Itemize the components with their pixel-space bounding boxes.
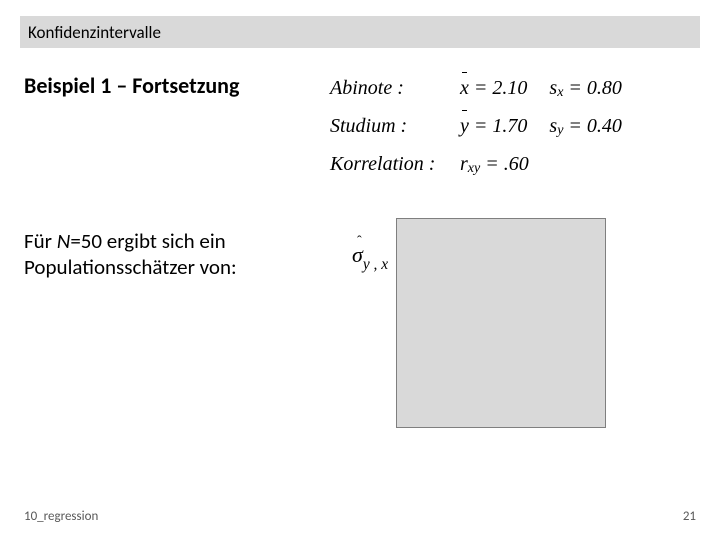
math-val-3: .60 [504,148,529,180]
eq-sign: = [563,72,587,104]
sigma-sub: y , x [363,256,388,273]
title-bar: Konfidenzintervalle [20,16,700,48]
math-row-2: Studium : y = 1.70 sy = 0.40 [330,110,680,142]
math-label-3: Korrelation : [330,148,460,180]
math-row-3: Korrelation : rxy = .60 [330,148,680,180]
math-val-1b: 0.80 [587,72,622,104]
body-N: N [57,228,71,254]
math-eq-3: rxy = .60 [460,148,529,180]
eq-sign: = [469,72,493,104]
s-sub-x: x [557,82,563,104]
s-sub-y: y [557,120,563,142]
math-eq-1b: sx = 0.80 [549,72,622,104]
title-bar-text: Konfidenzintervalle [28,22,161,43]
eq-sign: = [480,148,504,180]
body-line-2: Populationsschätzer von: [24,254,237,280]
hat-mark: ˆ [357,234,362,250]
slide-subtitle: Beispiel 1 – Fortsetzung [24,72,239,99]
math-block: Abinote : x = 2.10 sx = 0.80 Studium : y… [330,72,680,186]
math-val-2b: 0.40 [587,110,622,142]
math-eq-2a: y = 1.70 [460,110,527,142]
body-part-1: Für [24,228,57,254]
sigma-hat-symbol: ˆ σy , x [352,242,388,272]
footer-left: 10_regression [24,509,98,524]
body-part-2: =50 ergibt sich ein [70,228,225,254]
xbar-symbol: x [460,72,469,104]
math-val-1a: 2.10 [492,72,527,104]
slide: Konfidenzintervalle Beispiel 1 – Fortset… [0,0,720,540]
r-sub-xy: xy [468,158,480,180]
placeholder-box [396,218,606,428]
footer-page-number: 21 [683,509,696,524]
eq-sign: = [563,110,587,142]
r-symbol: r [460,148,468,180]
math-label-1: Abinote : [330,72,460,104]
math-eq-1a: x = 2.10 [460,72,527,104]
body-text: Für N=50 ergibt sich ein Populationsschä… [24,228,314,281]
math-label-2: Studium : [330,110,460,142]
eq-sign: = [469,110,493,142]
math-val-2a: 1.70 [492,110,527,142]
math-row-1: Abinote : x = 2.10 sx = 0.80 [330,72,680,104]
ybar-symbol: y [460,110,469,142]
math-eq-2b: sy = 0.40 [549,110,622,142]
